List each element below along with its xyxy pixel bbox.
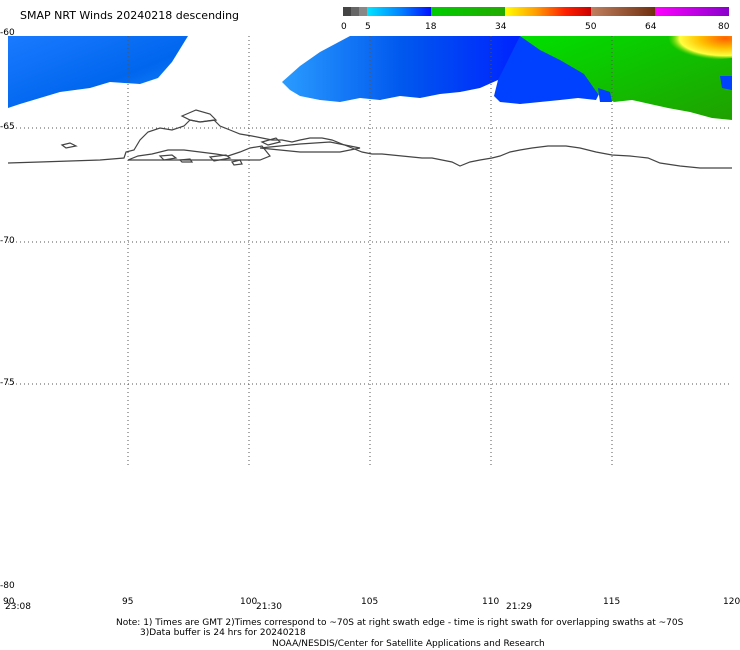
lon-label: 95 xyxy=(122,597,134,607)
lat-label: -75 xyxy=(0,378,15,388)
lat-label: -70 xyxy=(0,236,15,246)
lat-label: -80 xyxy=(0,581,15,591)
colorbar-label-5: 5 xyxy=(365,22,371,32)
swath-time-label: 23:08 xyxy=(5,602,31,612)
lon-label: 105 xyxy=(361,597,379,607)
antarctic-coastline xyxy=(7,109,732,169)
note-line-1: Note: 1) Times are GMT 2)Times correspon… xyxy=(116,618,684,628)
swath-time-label: 21:29 xyxy=(506,602,532,612)
graticule xyxy=(8,36,732,465)
map-title: SMAP NRT Winds 20240218 descending xyxy=(20,9,240,22)
colorbar-label-34: 34 xyxy=(495,22,507,32)
colorbar-label-80: 80 xyxy=(718,22,730,32)
lon-label: 100 xyxy=(240,597,258,607)
colorbar-label-18: 18 xyxy=(425,22,437,32)
credit-line: NOAA/NESDIS/Center for Satellite Applica… xyxy=(272,639,545,649)
lat-label: -60 xyxy=(0,28,15,38)
colorbar-label-64: 64 xyxy=(645,22,657,32)
lat-label: -65 xyxy=(0,122,15,132)
colorbar-label-0: 0 xyxy=(341,22,347,32)
wind-swaths xyxy=(8,36,732,120)
swath-time-label: 21:30 xyxy=(256,602,282,612)
colorbar xyxy=(343,7,729,16)
lon-label: 120 xyxy=(723,597,740,607)
note-line-2: 3)Data buffer is 24 hrs for 20240218 xyxy=(140,628,306,638)
colorbar-label-50: 50 xyxy=(585,22,597,32)
lon-label: 90 xyxy=(3,597,15,607)
lon-label: 110 xyxy=(482,597,500,607)
lon-label: 115 xyxy=(603,597,621,607)
